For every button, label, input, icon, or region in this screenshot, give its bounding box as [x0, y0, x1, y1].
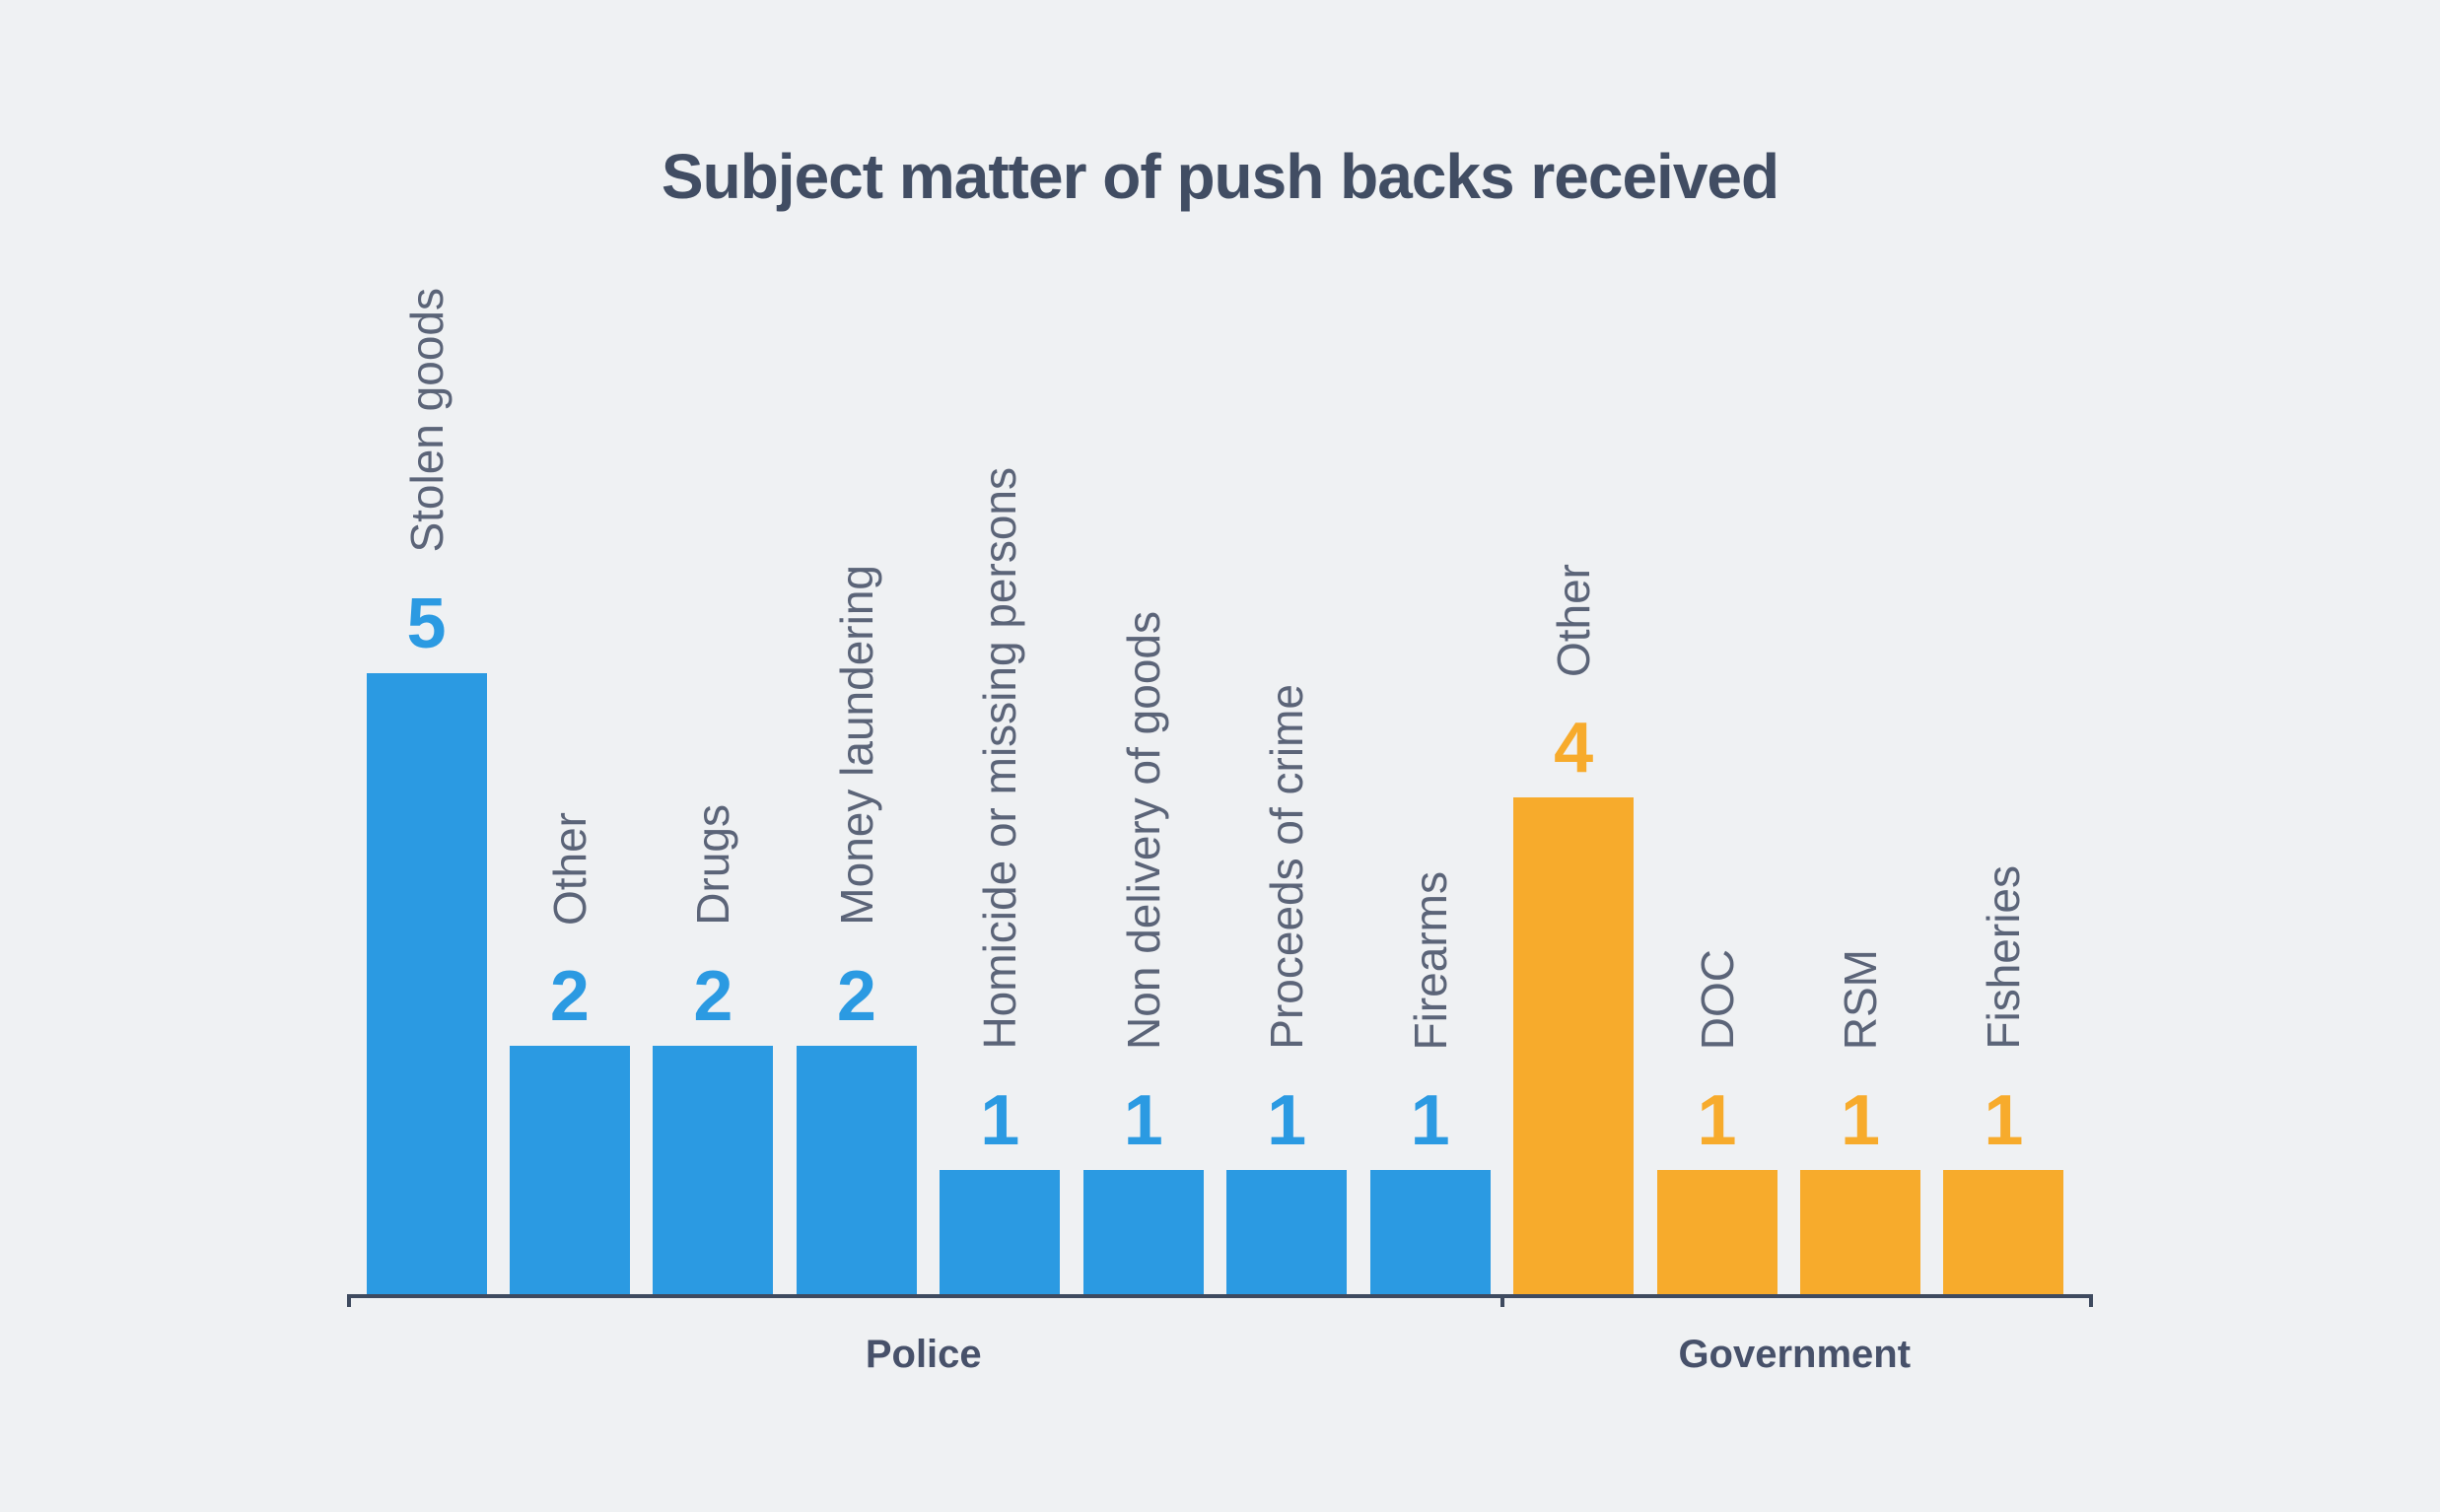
bar [1800, 1170, 1920, 1294]
category-label: Fisheries [1978, 865, 2030, 1050]
bar [1369, 1170, 1491, 1294]
bar-column: Stolen goods 5 [366, 288, 487, 1294]
bar [796, 1046, 917, 1294]
bar [1226, 1170, 1348, 1294]
value-label: 2 [549, 957, 590, 1036]
bar [653, 1046, 774, 1294]
bar-column: Firearms 1 [1369, 870, 1491, 1294]
value-label: 1 [1984, 1081, 2024, 1160]
group-label-government: Government [1678, 1333, 1912, 1376]
category-label: Firearms [1404, 870, 1456, 1050]
bar-column: Other 2 [509, 811, 630, 1294]
bar-column: Money laundering 2 [796, 565, 917, 1294]
value-label: 1 [1410, 1081, 1450, 1160]
x-axis-line [347, 1294, 2093, 1298]
bar-column: DOC 1 [1656, 948, 1778, 1294]
value-label: 1 [980, 1081, 1020, 1160]
bar-column: Homicide or missing persons 1 [940, 467, 1061, 1294]
bar-column: Non delivery of goods 1 [1082, 611, 1204, 1294]
chart-title: Subject matter of push backs received [661, 141, 1779, 212]
bar-column: RSM 1 [1800, 949, 1920, 1294]
bar [1513, 797, 1635, 1294]
bar [1082, 1170, 1204, 1294]
category-label: Non delivery of goods [1117, 611, 1169, 1050]
bar [1656, 1170, 1778, 1294]
category-label: RSM [1835, 948, 1886, 1050]
value-label: 2 [693, 957, 733, 1036]
category-label: Proceeds of crime [1261, 684, 1313, 1050]
value-label: 1 [1123, 1081, 1163, 1160]
value-label: 1 [1267, 1081, 1307, 1160]
bar [366, 673, 487, 1294]
axis-tick [2089, 1294, 2093, 1307]
category-label: Stolen goods [400, 288, 453, 553]
bar-column: Proceeds of crime 1 [1226, 684, 1348, 1294]
category-label: Homicide or missing persons [974, 467, 1026, 1050]
value-label: 2 [836, 957, 876, 1036]
bar-column: Drugs 2 [653, 804, 774, 1294]
bar [1943, 1170, 2064, 1294]
bar-column: Fisheries 1 [1943, 865, 2064, 1294]
value-label: 4 [1554, 709, 1594, 788]
group-label-police: Police [865, 1333, 982, 1376]
axis-tick [347, 1294, 351, 1307]
category-label: Money laundering [830, 565, 882, 926]
value-label: 5 [406, 584, 447, 663]
category-label: Other [543, 811, 595, 926]
value-label: 1 [1840, 1081, 1881, 1160]
bar [509, 1046, 630, 1294]
category-label: Drugs [687, 804, 739, 926]
category-label: DOC [1691, 948, 1743, 1050]
bar [940, 1170, 1061, 1294]
axis-tick [1499, 1294, 1504, 1307]
value-label: 1 [1697, 1081, 1737, 1160]
bar-column: Other 4 [1513, 563, 1635, 1294]
category-label: Other [1548, 563, 1600, 677]
